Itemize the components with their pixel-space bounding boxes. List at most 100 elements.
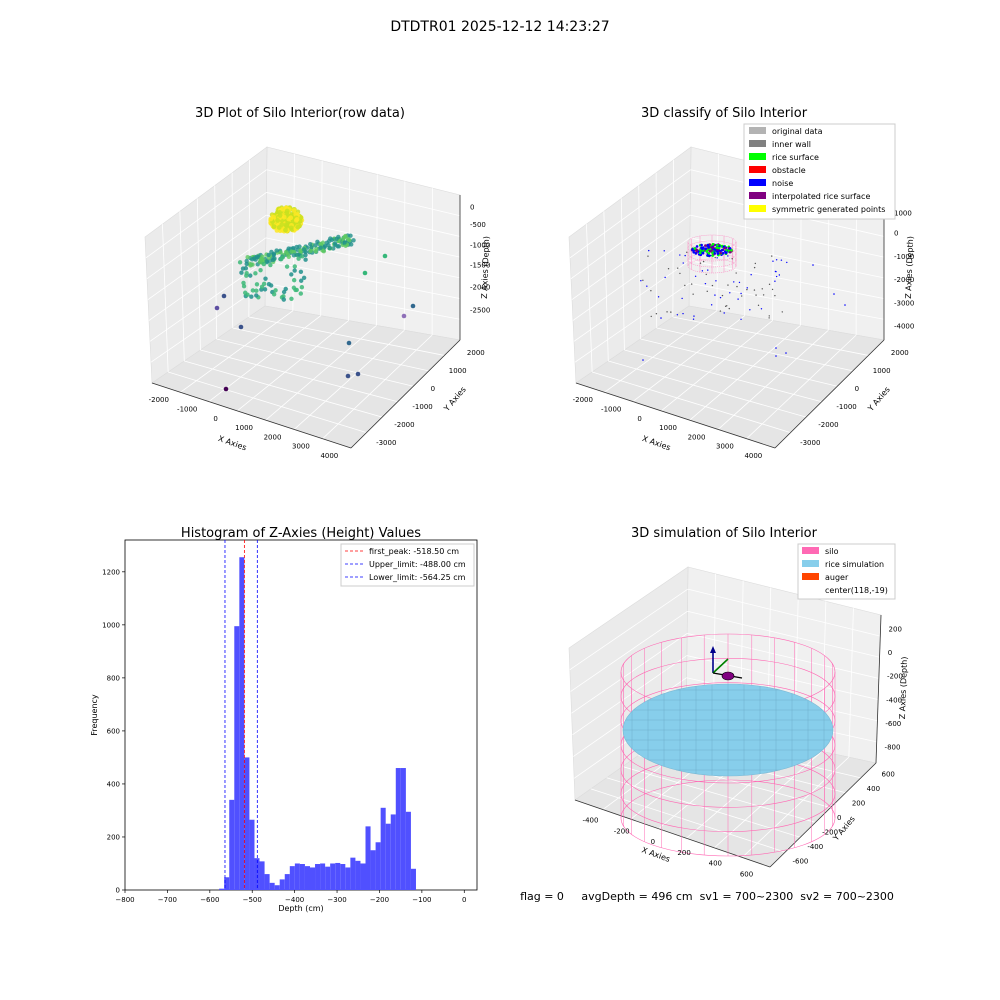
histogram-bar <box>244 757 250 890</box>
classify-y-tick-label: 1000 <box>873 367 891 375</box>
classify-noise-point <box>768 317 770 319</box>
histogram-bar <box>405 811 411 890</box>
classify-grid <box>573 260 690 342</box>
raw-point <box>342 240 347 245</box>
classify-grid <box>689 237 885 279</box>
classify-noise-point <box>640 279 642 282</box>
classify-noise-point <box>714 256 716 259</box>
raw-point <box>259 256 264 261</box>
histogram-bar <box>325 866 331 890</box>
raw-grid <box>147 214 267 300</box>
classify-grid <box>603 211 609 362</box>
raw-z-tick-label: -2000 <box>470 283 490 291</box>
classify-point <box>712 246 715 249</box>
raw-point <box>245 255 250 260</box>
classify-grid <box>640 338 838 387</box>
classify-noise-point <box>679 272 681 275</box>
raw-grid <box>180 310 294 393</box>
raw-point <box>273 288 278 293</box>
sim-y-tick-label: -200 <box>822 829 838 837</box>
raw-z-tick-label: -1500 <box>470 262 490 270</box>
histogram-bar <box>365 826 371 890</box>
classify-noise-point <box>648 249 650 252</box>
classify-noise-point <box>740 318 742 320</box>
classify-point <box>695 245 699 248</box>
classify-noise-point <box>746 287 748 289</box>
raw-grid <box>248 159 250 318</box>
sim-z-tick-label: 200 <box>889 625 902 633</box>
histogram-bar <box>390 814 396 890</box>
raw-point <box>275 218 280 223</box>
histogram-bar <box>224 877 230 890</box>
classify-legend-label: interpolated rice surface <box>772 192 870 201</box>
classify-y-tick-label: -3000 <box>800 439 820 447</box>
classify-noise-point <box>646 285 648 287</box>
classify-grid <box>571 214 691 300</box>
histogram-plot-area <box>124 539 478 891</box>
sim-legend-swatch <box>802 547 819 554</box>
histogram-bar <box>360 863 366 890</box>
raw-x-axis-line <box>151 382 352 449</box>
raw-point <box>284 208 290 214</box>
classify-noise-point <box>715 280 717 282</box>
classify-noise-point <box>731 258 733 260</box>
sim-grid <box>848 608 854 758</box>
classify-grid <box>604 310 718 393</box>
raw-point <box>254 293 259 298</box>
classify-point <box>695 249 698 253</box>
classify-point <box>723 246 727 250</box>
raw-point <box>264 259 269 264</box>
raw-point <box>313 243 318 248</box>
sim-grid <box>570 610 688 692</box>
raw-point <box>298 249 303 254</box>
classify-point <box>698 251 702 255</box>
raw-point <box>270 257 276 263</box>
classify-noise-point <box>716 257 718 259</box>
sim-y-tick-label: 0 <box>837 814 841 822</box>
sim-x-tick-label: 600 <box>740 870 753 878</box>
classify-noise-point <box>746 288 748 291</box>
histogram-bar <box>219 888 225 890</box>
raw-outlier-point <box>221 293 227 299</box>
raw-point <box>298 291 304 296</box>
histogram-x-tick-label: −600 <box>200 896 219 904</box>
classify-noise-point <box>692 293 694 295</box>
classify-noise-point <box>761 288 763 290</box>
classify-point <box>729 250 732 254</box>
classify-noise-point <box>686 251 688 253</box>
classify-x-tick-label: 0 <box>637 415 641 423</box>
classify-noise-point <box>844 304 846 306</box>
histogram-bar <box>259 861 265 890</box>
classify-grid <box>569 169 691 259</box>
classify-x-axis-line <box>575 382 776 449</box>
raw-point <box>261 261 267 267</box>
classify-point <box>692 250 696 254</box>
classify-noise-point <box>762 294 765 296</box>
classify-noise-point <box>655 313 658 315</box>
classify-point <box>700 243 703 247</box>
histogram-x-tick-label: −700 <box>158 896 177 904</box>
classify-noise-point <box>785 352 787 354</box>
raw-point <box>266 252 271 258</box>
raw-grid <box>265 325 377 421</box>
classify-noise-point <box>666 311 668 313</box>
histogram-xlabel: Depth (cm) <box>278 904 323 913</box>
classify-grid <box>620 198 625 351</box>
sim-z-axis-label: Z Axies (Depth) <box>898 656 909 719</box>
sim-y-tick-label: -400 <box>807 843 823 851</box>
classify-grid <box>656 327 853 372</box>
classify-legend-label: symmetric generated points <box>772 205 885 214</box>
classify-legend-swatch <box>749 140 766 147</box>
raw-point <box>294 287 299 293</box>
sim-legend-label: rice simulation <box>825 560 884 569</box>
raw-x-axis-label: X Axies <box>217 434 248 453</box>
classify-noise-point <box>775 259 778 261</box>
raw-point <box>248 273 253 278</box>
histogram-y-tick-label: 400 <box>107 780 120 788</box>
classify-noise-point <box>728 307 730 310</box>
histogram-bar <box>350 857 356 890</box>
raw-outlier-point <box>410 303 416 309</box>
classify-noise-point <box>736 285 738 288</box>
histogram-bar <box>370 850 376 890</box>
raw-point <box>271 292 277 297</box>
